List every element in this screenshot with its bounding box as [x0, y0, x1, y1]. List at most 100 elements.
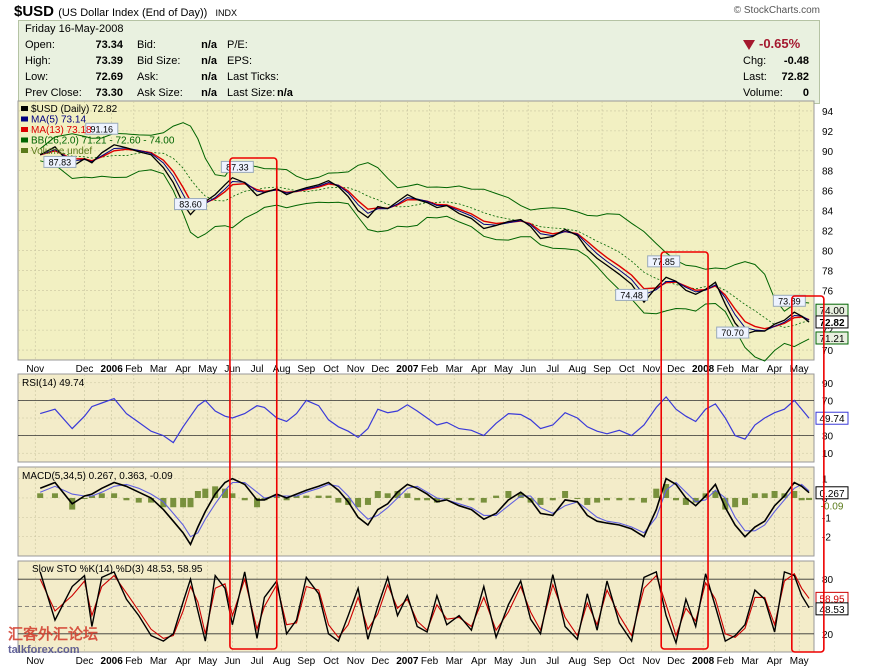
last-size-value: n/a: [277, 87, 293, 99]
x-tick-label: Aug: [273, 364, 291, 375]
macd-histogram-bar: [241, 497, 248, 501]
pe-label: P/E:: [227, 39, 248, 51]
legend-swatch: [21, 148, 28, 153]
price-label: 87.33: [226, 162, 249, 172]
highlight-box: [660, 251, 709, 650]
macd-histogram-bar: [505, 490, 512, 498]
macd-histogram-bar: [732, 497, 739, 508]
macd-histogram-bar: [603, 497, 610, 501]
macd-histogram-bar: [653, 488, 660, 498]
legend-entry: $USD (Daily) 72.82: [31, 104, 118, 115]
macd-hist-current-label: -0.09: [821, 502, 844, 513]
y-tick-label: 90: [822, 147, 834, 158]
legend-swatch: [21, 116, 28, 122]
highlight-box: [229, 157, 278, 650]
legend-entry: BB(26,2.0) 71.21 - 72.60 - 74.00: [31, 136, 175, 147]
x-tick-label: Mar: [446, 364, 464, 375]
rsi-line: [40, 395, 810, 444]
x-tick-label-bottom: 2008: [692, 656, 715, 667]
price-label: 87.83: [49, 157, 72, 167]
x-tick-label-bottom: Jun: [224, 656, 240, 667]
sto-tick-label: 20: [822, 630, 834, 641]
legend-swatch: [21, 127, 28, 132]
macd-histogram-bar: [180, 497, 187, 508]
ask-size-label: Ask Size:: [137, 87, 183, 99]
macd-histogram-bar: [682, 497, 689, 505]
x-tick-label: Mar: [150, 364, 168, 375]
macd-histogram-bar: [443, 497, 450, 499]
macd-histogram-bar: [628, 497, 635, 501]
macd-histogram-bar: [761, 493, 768, 498]
x-tick-label-bottom: May: [198, 656, 217, 667]
macd-histogram-bar: [254, 497, 261, 508]
macd-histogram-bar: [229, 493, 236, 498]
watermark-url: talkforex.com: [8, 644, 80, 656]
macd-histogram-bar: [384, 493, 391, 498]
macd-histogram-bar: [493, 495, 500, 498]
macd-histogram-bar: [51, 493, 58, 498]
macd-histogram-bar: [335, 497, 342, 503]
macd-title: MACD(5,34,5) 0.267, 0.363, -0.09: [22, 471, 173, 482]
sto-tick-label: 80: [822, 575, 834, 586]
x-tick-label-bottom: Aug: [273, 656, 291, 667]
bid-size-label: Bid Size:: [137, 55, 181, 67]
macd-histogram-bar: [616, 497, 623, 501]
macd-histogram-bar: [537, 497, 544, 505]
x-tick-label-bottom: Feb: [125, 656, 143, 667]
macd-histogram-bar: [374, 490, 381, 498]
open-value: 73.34: [95, 39, 123, 51]
macd-histogram-bar: [315, 495, 322, 498]
x-tick-label-bottom: 2006: [101, 656, 124, 667]
price-label-box: [772, 294, 806, 307]
x-tick-label-bottom: Apr: [175, 656, 191, 667]
macd-histogram-bar: [672, 497, 679, 501]
right-price-label: 72.82: [819, 318, 844, 329]
bid-value: n/a: [201, 39, 217, 51]
low-value: 72.69: [95, 71, 123, 83]
macd-histogram-bar: [98, 493, 105, 498]
x-tick-label-bottom: Feb: [717, 656, 735, 667]
bollinger-lower: [40, 160, 810, 362]
macd-histogram-bar: [135, 497, 142, 503]
x-tick-label-bottom: May: [494, 656, 513, 667]
x-tick-label: Jun: [224, 364, 240, 375]
x-tick-label-bottom: Mar: [741, 656, 759, 667]
macd-tick-label: 0: [822, 494, 828, 505]
price-label-box: [220, 160, 254, 173]
y-tick-label: 92: [822, 127, 834, 138]
macd-histogram-bar: [640, 497, 647, 503]
x-tick-label-bottom: Jun: [520, 656, 536, 667]
x-tick-label: Oct: [323, 364, 339, 375]
eps-label: EPS:: [227, 55, 253, 67]
macd-histogram-bar: [584, 497, 591, 505]
macd-current-label: 0.267: [819, 489, 844, 500]
x-tick-label-bottom: Oct: [323, 656, 339, 667]
rsi-current-label: 49.74: [819, 414, 844, 425]
x-tick-label: Dec: [371, 364, 389, 375]
bollinger-middle: [40, 150, 810, 328]
x-tick-label: Jul: [251, 364, 264, 375]
x-tick-label: Dec: [667, 364, 685, 375]
rsi-tick-label: 10: [822, 449, 834, 460]
x-tick-label: Sep: [593, 364, 611, 375]
credit[interactable]: © StockCharts.com: [733, 5, 820, 16]
high-label: High:: [25, 55, 51, 67]
x-tick-label: Feb: [125, 364, 143, 375]
price-label-box: [716, 326, 750, 339]
price-label: 83.60: [179, 200, 202, 210]
low-label: Low:: [25, 71, 49, 83]
sto-d-current-label: 58.95: [819, 594, 844, 605]
x-tick-label: 2007: [396, 364, 419, 375]
price-label: 74.48: [620, 290, 643, 300]
macd-histogram-bar: [303, 495, 310, 498]
macd-histogram-bar: [791, 490, 798, 498]
down-arrow-icon: [743, 39, 755, 50]
price-label-box: [43, 155, 77, 168]
x-tick-label-bottom: Jul: [251, 656, 264, 667]
price-label-box: [647, 255, 681, 268]
y-tick-label: 76: [822, 286, 834, 297]
watermark-text: 汇客外汇论坛: [8, 626, 99, 643]
sto-k-line: [39, 570, 810, 646]
prev-close-value: 73.30: [95, 87, 123, 99]
macd-histogram-bar: [549, 497, 556, 501]
